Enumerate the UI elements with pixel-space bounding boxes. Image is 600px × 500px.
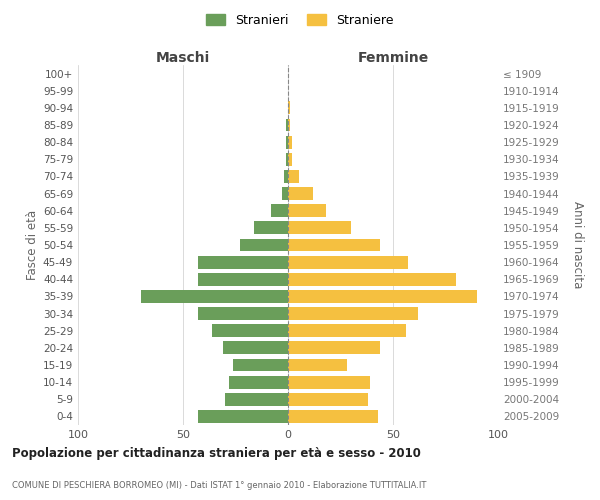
Bar [141,290,288,303]
Bar [288,273,456,285]
Bar [271,204,288,217]
Bar [288,410,379,423]
Bar [288,136,292,148]
Bar [288,256,408,268]
Text: COMUNE DI PESCHIERA BORROMEO (MI) - Dati ISTAT 1° gennaio 2010 - Elaborazione TU: COMUNE DI PESCHIERA BORROMEO (MI) - Dati… [12,480,427,490]
Bar [288,290,477,303]
Bar [288,307,418,320]
Bar [282,187,288,200]
Text: Maschi: Maschi [156,51,210,65]
Bar [284,170,288,183]
Text: Femmine: Femmine [358,51,428,65]
Bar [198,410,288,423]
Bar [286,136,288,148]
Bar [288,393,368,406]
Y-axis label: Fasce di età: Fasce di età [26,210,39,280]
Bar [288,238,380,252]
Bar [288,342,380,354]
Bar [198,273,288,285]
Legend: Stranieri, Straniere: Stranieri, Straniere [202,8,398,32]
Bar [212,324,288,337]
Bar [254,222,288,234]
Bar [288,102,290,114]
Bar [233,358,288,372]
Bar [240,238,288,252]
Bar [288,222,351,234]
Bar [288,358,347,372]
Bar [288,170,299,183]
Bar [288,187,313,200]
Bar [286,118,288,132]
Text: Popolazione per cittadinanza straniera per età e sesso - 2010: Popolazione per cittadinanza straniera p… [12,448,421,460]
Bar [225,393,288,406]
Bar [286,153,288,166]
Bar [198,256,288,268]
Bar [223,342,288,354]
Bar [288,324,406,337]
Y-axis label: Anni di nascita: Anni di nascita [571,202,584,288]
Bar [288,153,292,166]
Bar [198,307,288,320]
Bar [288,376,370,388]
Bar [229,376,288,388]
Bar [288,204,326,217]
Bar [288,118,290,132]
